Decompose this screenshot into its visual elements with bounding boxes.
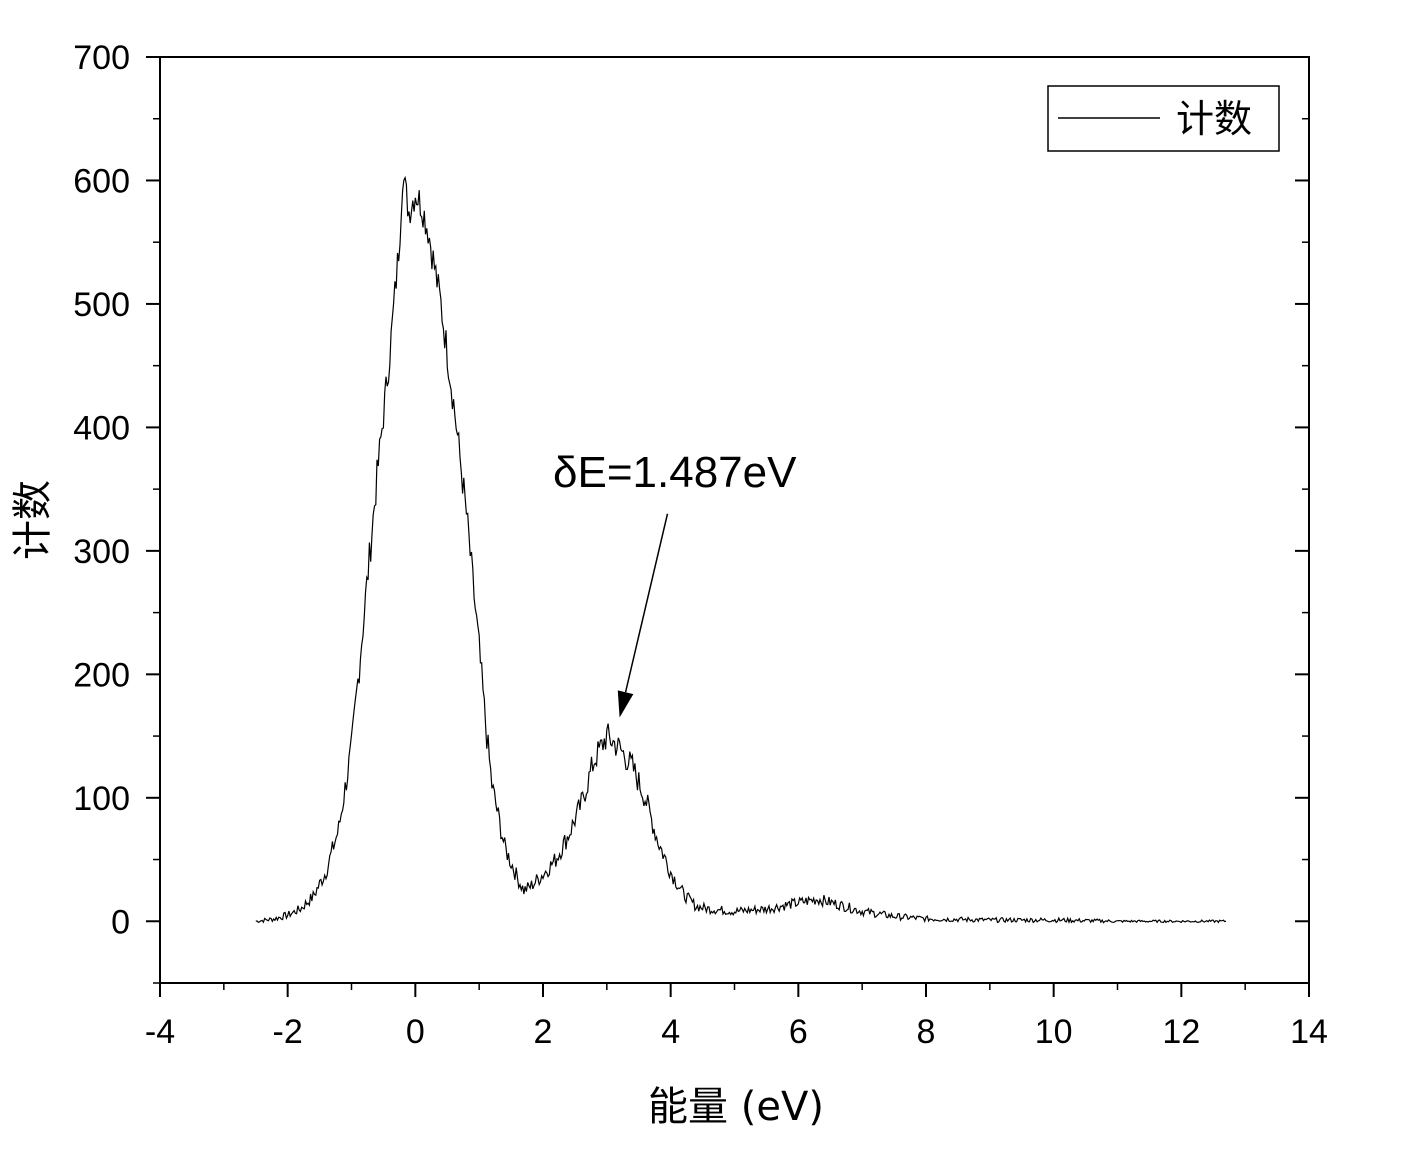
annotation-label: δE=1.487eV <box>553 448 797 497</box>
y-tick-label: 0 <box>111 903 130 941</box>
y-tick-label: 500 <box>73 286 130 324</box>
plot-frame <box>159 56 1310 984</box>
y-tick-label: 700 <box>73 39 130 77</box>
x-tick-label: 8 <box>917 1013 936 1051</box>
annotation-delta-e: δE=1.487eV <box>553 448 797 718</box>
x-tick-label: 6 <box>789 1013 808 1051</box>
x-tick-label: 2 <box>534 1013 553 1051</box>
y-axis-ticks: 0 100 200 300 400 500 600 700 <box>73 39 1309 984</box>
x-axis-ticks: -4 -2 0 2 4 6 8 10 12 14 <box>145 983 1328 1051</box>
x-tick-label: 4 <box>661 1013 680 1051</box>
y-tick-label: 600 <box>73 162 130 200</box>
x-tick-label: 12 <box>1162 1013 1200 1051</box>
x-tick-label: -4 <box>145 1013 175 1051</box>
y-tick-label: 200 <box>73 656 130 694</box>
y-tick-label: 300 <box>73 533 130 571</box>
annotation-arrow-head <box>617 690 634 718</box>
x-axis-title: 能量 (eV) <box>648 1084 824 1130</box>
y-axis-title: 计数 <box>10 480 56 560</box>
legend-label: 计数 <box>1176 97 1252 141</box>
series-line-counts <box>255 175 1227 924</box>
x-tick-label: 0 <box>406 1013 425 1051</box>
x-tick-label: -2 <box>273 1013 303 1051</box>
annotation-arrow <box>624 513 669 693</box>
legend: 计数 <box>1047 85 1280 152</box>
x-tick-label: 14 <box>1290 1013 1328 1051</box>
x-tick-label: 10 <box>1035 1013 1073 1051</box>
y-tick-label: 100 <box>73 780 130 818</box>
y-tick-label: 400 <box>73 409 130 447</box>
